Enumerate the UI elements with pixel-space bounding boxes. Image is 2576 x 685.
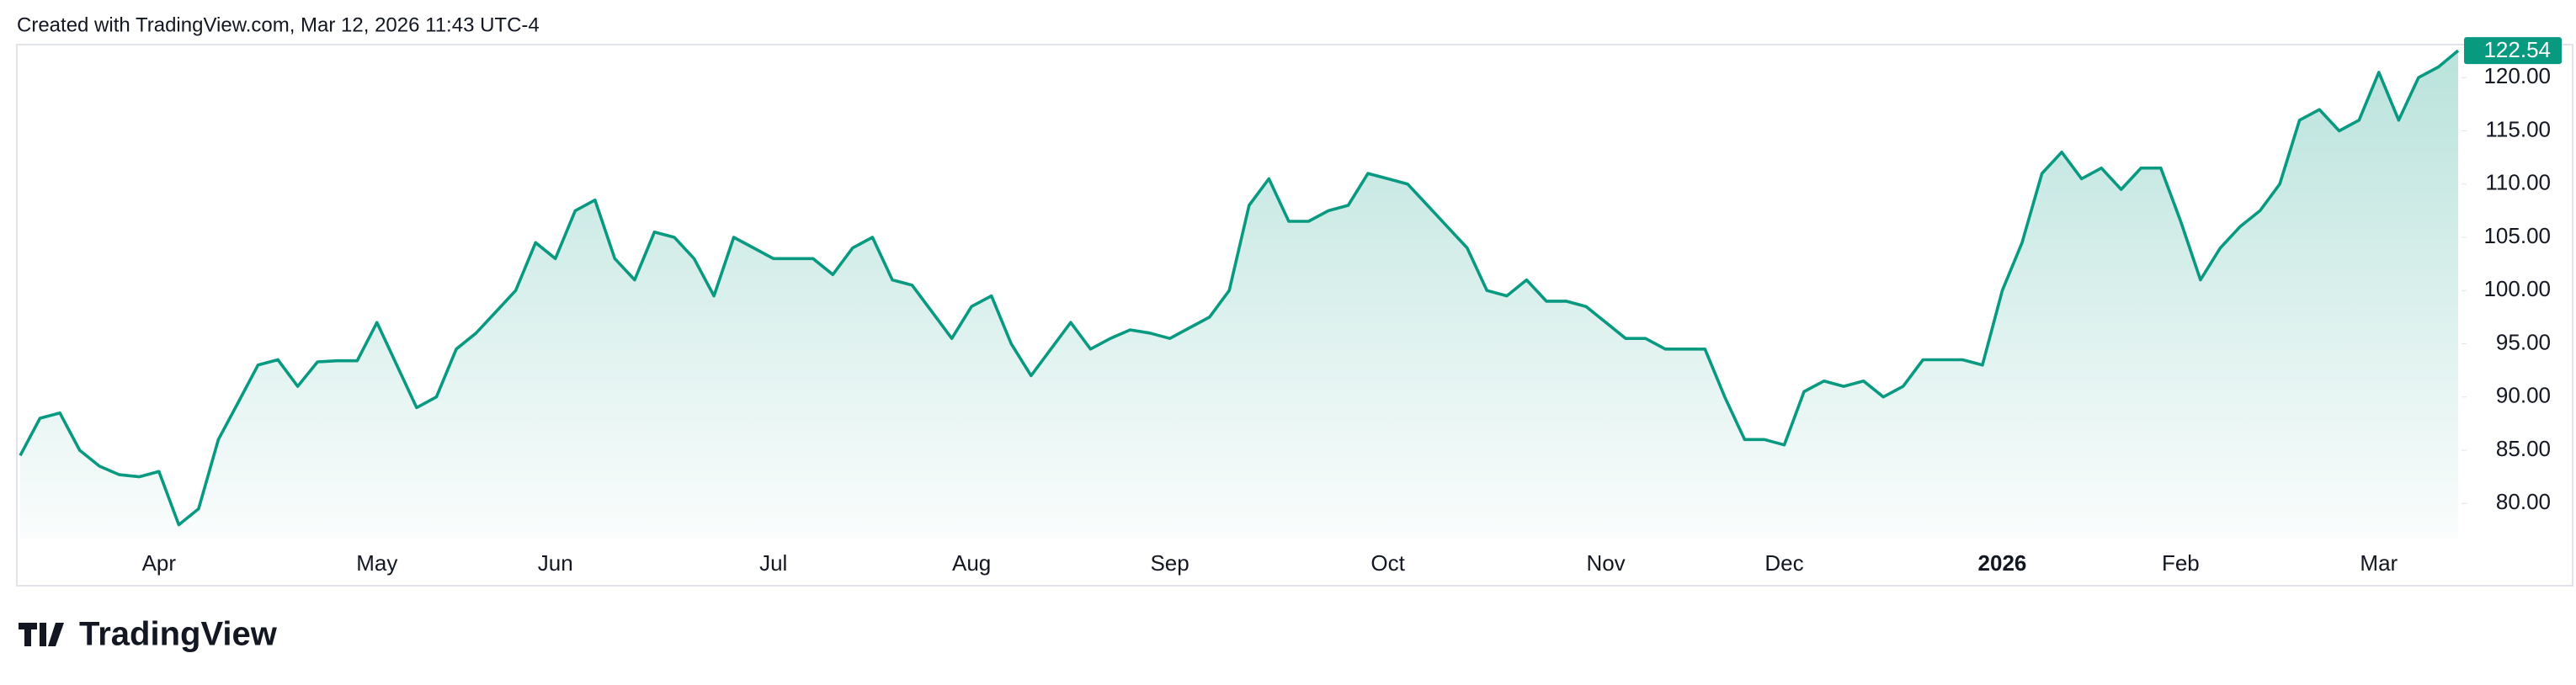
x-tick-label: Aug xyxy=(952,550,991,576)
x-tick-label: Dec xyxy=(1764,550,1803,576)
x-tick-label: Sep xyxy=(1150,550,1189,576)
x-tick-label: Mar xyxy=(2360,550,2398,576)
x-tick-label: May xyxy=(356,550,397,576)
header-text: Created with TradingView.com, Mar 12, 20… xyxy=(17,13,540,36)
x-tick-label: Oct xyxy=(1370,550,1405,576)
last-price-tag xyxy=(2464,37,2562,65)
x-tick-label: 2026 xyxy=(1978,550,2027,576)
brand-logo: TradingView xyxy=(19,616,278,653)
y-tick-label: 110.00 xyxy=(2485,170,2551,195)
y-tick-label: 80.00 xyxy=(2496,489,2551,514)
y-tick-label: 95.00 xyxy=(2496,329,2551,354)
y-tick-label: 85.00 xyxy=(2496,436,2551,461)
chart-frame xyxy=(16,44,2573,587)
y-tick-label: 100.00 xyxy=(2483,276,2551,301)
x-tick-label: Jun xyxy=(538,550,573,576)
x-tick-label: Feb xyxy=(2162,550,2200,576)
y-tick-label: 90.00 xyxy=(2496,383,2551,408)
area-fill xyxy=(20,50,2458,539)
price-line xyxy=(19,49,2460,527)
x-tick-label: Nov xyxy=(1586,550,1625,576)
x-tick-label: Apr xyxy=(142,550,177,576)
last-price-label: 122.54 xyxy=(2483,37,2551,62)
y-tick-label: 105.00 xyxy=(2483,223,2551,248)
brand-name: TradingView xyxy=(79,616,278,653)
x-tick-label: Jul xyxy=(759,550,787,576)
y-tick-label: 115.00 xyxy=(2485,116,2551,141)
y-tick-label: 120.00 xyxy=(2483,63,2551,88)
